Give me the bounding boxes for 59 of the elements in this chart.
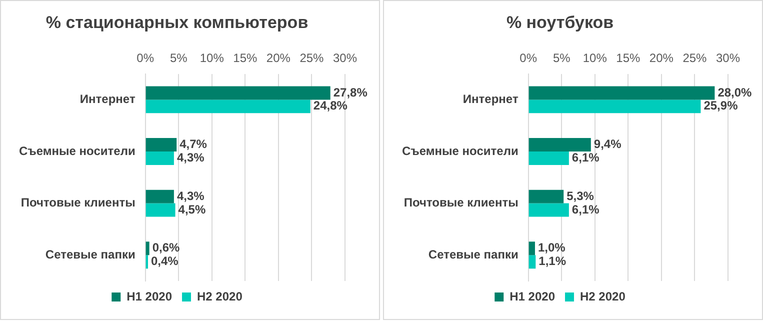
data-label: 5,3% [566, 188, 594, 203]
y-tick-label: Почтовые клиенты [404, 196, 518, 210]
bar [528, 152, 569, 165]
x-tick-label: 5% [552, 50, 571, 65]
x-tick-label: 0% [136, 50, 154, 65]
data-label: 25,9% [704, 98, 738, 113]
bar [528, 255, 536, 269]
bar [146, 100, 310, 114]
data-label: 4,3% [176, 150, 205, 165]
x-tick-label: 30% [332, 50, 358, 65]
data-label: 1,0% [538, 240, 566, 255]
data-label: 4,3% [176, 188, 205, 203]
bar [146, 203, 176, 217]
bar [146, 86, 330, 100]
bar [528, 86, 715, 100]
bar [528, 190, 564, 204]
chart-title: % ноутбуков [506, 12, 614, 32]
x-tick-label: 15% [616, 50, 640, 65]
legend-label: H1 2020 [126, 289, 172, 304]
data-label: 6,1% [572, 150, 600, 165]
x-tick-label: 25% [682, 50, 708, 65]
y-tick-label: Почтовые клиенты [20, 196, 136, 210]
bar [146, 152, 174, 165]
bar [146, 190, 174, 204]
x-tick-label: 25% [300, 50, 324, 65]
y-tick-label: Интернет [80, 92, 136, 106]
y-tick-label: Сетевые папки [45, 247, 136, 262]
bar [146, 138, 177, 152]
data-label: 0,4% [150, 254, 179, 268]
y-tick-label: Сетевые папки [428, 247, 518, 262]
data-label: 27,8% [333, 85, 368, 100]
x-tick-label: 0% [520, 50, 538, 65]
y-tick-label: Съемные носители [402, 144, 518, 158]
data-label: 9,4% [594, 137, 622, 152]
bar [528, 138, 591, 152]
x-tick-label: 10% [582, 50, 608, 65]
data-label: 0,6% [152, 240, 180, 255]
bar [528, 203, 569, 217]
data-label: 1,1% [538, 254, 566, 268]
x-tick-label: 5% [170, 50, 188, 65]
bar [528, 242, 535, 256]
x-tick-label: 10% [200, 50, 224, 65]
x-tick-label: 20% [266, 50, 291, 65]
chart-title: % стационарных компьютеров [46, 12, 308, 32]
data-label: 28,0% [718, 85, 752, 100]
x-tick-label: 20% [649, 50, 674, 65]
legend-label: H2 2020 [197, 289, 243, 304]
data-label: 4,7% [180, 137, 208, 152]
data-label: 6,1% [572, 202, 600, 216]
bar [146, 242, 150, 256]
y-tick-label: Съемные носители [18, 144, 136, 158]
data-label: 24,8% [313, 98, 348, 113]
data-label: 4,5% [178, 202, 206, 216]
legend-label: H1 2020 [510, 289, 556, 304]
legend-label: H2 2020 [580, 289, 626, 304]
x-tick-label: 15% [233, 50, 258, 65]
x-tick-label: 30% [716, 50, 740, 65]
bar [528, 100, 701, 114]
y-tick-label: Интернет [462, 92, 518, 106]
